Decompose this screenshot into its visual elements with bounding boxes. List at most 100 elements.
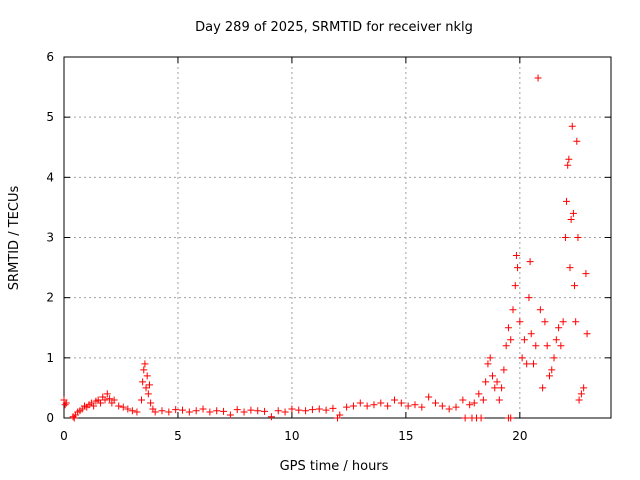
data-point bbox=[445, 405, 453, 413]
data-point bbox=[213, 407, 221, 415]
data-point bbox=[461, 414, 469, 422]
data-point bbox=[158, 407, 166, 415]
data-point bbox=[509, 306, 517, 314]
data-point bbox=[580, 384, 588, 392]
data-point bbox=[147, 399, 155, 407]
data-point bbox=[530, 360, 538, 368]
data-point bbox=[133, 408, 141, 416]
x-tick-label: 20 bbox=[512, 429, 527, 443]
data-point bbox=[206, 408, 214, 416]
data-point bbox=[566, 264, 574, 272]
data-point bbox=[438, 402, 446, 410]
data-point bbox=[356, 399, 364, 407]
data-point bbox=[137, 396, 145, 404]
data-point bbox=[514, 264, 522, 272]
data-point bbox=[128, 407, 136, 415]
data-point bbox=[411, 401, 419, 409]
ticks-layer: 0 5 10 15 20 0 1 2 3 4 5 6 bbox=[46, 50, 611, 443]
data-point bbox=[565, 155, 573, 163]
data-point bbox=[532, 342, 540, 350]
data-point bbox=[516, 318, 524, 326]
data-point bbox=[555, 324, 563, 332]
x-tick-label: 5 bbox=[174, 429, 182, 443]
data-point bbox=[144, 390, 152, 398]
data-point bbox=[363, 402, 371, 410]
data-point bbox=[568, 122, 576, 130]
data-point bbox=[563, 197, 571, 205]
chart-title: Day 289 of 2025, SRMTID for receiver nkl… bbox=[195, 20, 473, 35]
data-point bbox=[288, 405, 296, 413]
data-point bbox=[507, 414, 515, 422]
data-point bbox=[322, 406, 330, 414]
data-point bbox=[172, 406, 180, 414]
data-point bbox=[582, 270, 590, 278]
data-points bbox=[60, 74, 591, 422]
data-point bbox=[145, 381, 153, 389]
data-point bbox=[199, 405, 207, 413]
data-point bbox=[384, 402, 392, 410]
data-point bbox=[527, 330, 535, 338]
data-point bbox=[459, 396, 467, 404]
data-point bbox=[575, 396, 583, 404]
data-point bbox=[534, 74, 542, 82]
data-point bbox=[502, 342, 510, 350]
data-point bbox=[452, 403, 460, 411]
y-tick-label: 6 bbox=[46, 50, 54, 64]
data-point bbox=[484, 360, 492, 368]
data-point bbox=[315, 405, 323, 413]
data-point bbox=[192, 407, 200, 415]
data-point bbox=[561, 234, 569, 241]
data-point bbox=[550, 354, 558, 362]
data-point bbox=[390, 396, 398, 404]
data-point bbox=[488, 372, 496, 380]
data-point bbox=[470, 399, 478, 407]
data-point bbox=[504, 324, 512, 332]
data-point bbox=[329, 404, 337, 412]
data-point bbox=[370, 401, 378, 409]
data-point bbox=[479, 396, 487, 404]
data-point bbox=[525, 294, 533, 302]
data-point bbox=[124, 405, 132, 413]
data-point bbox=[226, 411, 234, 419]
data-point bbox=[564, 161, 572, 169]
data-point bbox=[179, 406, 187, 414]
data-point bbox=[541, 318, 549, 326]
data-point bbox=[543, 342, 551, 350]
x-axis-title: GPS time / hours bbox=[280, 459, 389, 474]
data-point bbox=[495, 396, 503, 404]
data-point bbox=[545, 372, 553, 380]
data-point bbox=[425, 393, 433, 401]
data-point bbox=[220, 407, 228, 415]
data-point bbox=[418, 403, 426, 411]
data-point bbox=[569, 209, 577, 217]
data-point bbox=[70, 414, 78, 422]
data-point bbox=[233, 406, 241, 414]
data-point bbox=[397, 399, 405, 407]
data-point bbox=[115, 402, 123, 410]
data-point bbox=[518, 354, 526, 362]
y-tick-label: 0 bbox=[46, 411, 54, 425]
x-tick-label: 0 bbox=[60, 429, 68, 443]
data-point bbox=[96, 399, 104, 407]
y-tick-label: 3 bbox=[46, 231, 54, 245]
data-point bbox=[90, 402, 98, 410]
data-point bbox=[526, 258, 534, 266]
data-point bbox=[119, 403, 127, 411]
data-point bbox=[577, 390, 585, 398]
data-point bbox=[261, 407, 269, 415]
y-tick-label: 5 bbox=[46, 110, 54, 124]
data-point bbox=[140, 366, 148, 374]
data-point bbox=[334, 414, 341, 422]
y-tick-label: 2 bbox=[46, 291, 54, 305]
data-point bbox=[274, 407, 282, 415]
data-point bbox=[477, 414, 485, 422]
data-point bbox=[511, 282, 519, 290]
y-tick-label: 4 bbox=[46, 170, 54, 184]
data-point bbox=[491, 384, 499, 392]
data-point bbox=[165, 408, 173, 416]
x-tick-label: 10 bbox=[284, 429, 299, 443]
data-point bbox=[523, 360, 531, 368]
data-point bbox=[247, 406, 255, 414]
y-tick-label: 1 bbox=[46, 351, 54, 365]
